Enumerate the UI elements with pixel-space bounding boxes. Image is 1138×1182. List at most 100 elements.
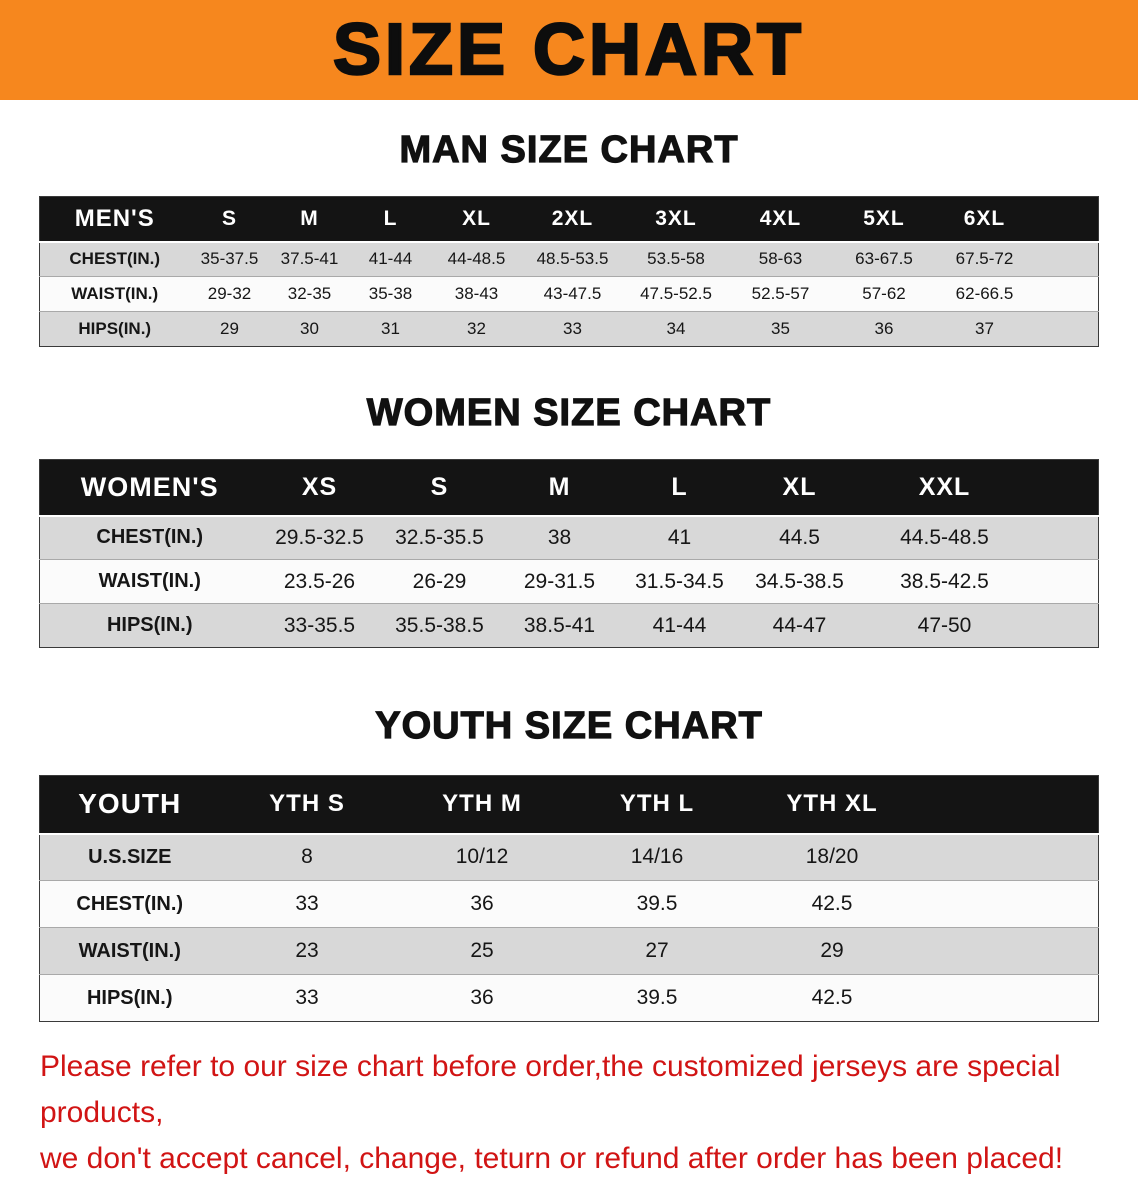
table-cell: 47-50	[917, 613, 972, 637]
table-cell: 29-31.5	[499, 559, 620, 604]
table-cell: 23	[219, 927, 395, 975]
table-cell: 33-35.5	[283, 613, 356, 637]
youth-size-table: YOUTH YTH S YTH M YTH L YTH XL U.S.SIZE …	[39, 775, 1099, 1022]
women-waist-row: WAIST(IN.) 23.5-26 26-29 29-31.5 31.5-34…	[39, 559, 1099, 604]
row-label: CHEST(IN.)	[39, 880, 220, 928]
table-cell: 35-37.5	[189, 241, 270, 277]
table-cell: 29	[220, 319, 239, 338]
men-waist-row: WAIST(IN.) 29-32 32-35 35-38 38-43 43-47…	[39, 276, 1099, 312]
table-cell: 57-62	[832, 276, 936, 312]
size-column-header: L	[349, 196, 432, 243]
spacer-cell	[1033, 196, 1099, 243]
size-column-header: XL	[739, 459, 860, 517]
table-cell: 48.5-53.5	[521, 241, 624, 277]
youth-table-title: YOUTH	[39, 775, 220, 835]
table-cell: 25	[394, 927, 570, 975]
table-cell: 29	[744, 927, 920, 975]
spacer-cell	[1033, 241, 1099, 277]
youth-waist-row: WAIST(IN.) 23 25 27 29	[39, 927, 1099, 975]
table-cell: 27	[569, 927, 745, 975]
row-label: HIPS(IN.)	[106, 614, 193, 636]
women-section-heading: WOMEN SIZE CHART	[366, 391, 772, 434]
table-cell: 36	[394, 880, 570, 928]
table-cell: 37	[975, 319, 994, 338]
women-hips-row: HIPS(IN.) 33-35.5 35.5-38.5 38.5-41 41-4…	[39, 603, 1099, 648]
table-cell: 35	[771, 319, 790, 338]
table-cell: 14/16	[569, 833, 745, 881]
table-cell: 52.5-57	[728, 276, 833, 312]
table-cell: 31.5-34.5	[619, 559, 740, 604]
table-cell: 32	[467, 319, 486, 338]
table-cell: 42.5	[744, 880, 920, 928]
size-column-header: XS	[259, 459, 380, 517]
table-cell: 39.5	[569, 880, 745, 928]
youth-size-section: YOUTH SIZE CHART YOUTH YTH S YTH M YTH L…	[0, 704, 1138, 1022]
spacer-cell	[920, 975, 1099, 1022]
disclaimer-line-1: Please refer to our size chart before or…	[40, 1050, 1061, 1129]
table-cell: 29-32	[189, 276, 270, 312]
size-column-header: YTH S	[219, 775, 395, 835]
disclaimer-line-2: we don't accept cancel, change, teturn o…	[40, 1142, 1064, 1175]
spacer-cell	[1029, 515, 1099, 560]
disclaimer: Please refer to our size chart before or…	[40, 1044, 1098, 1182]
page-title: SIZE CHART	[332, 10, 805, 90]
youth-header-row: YOUTH YTH S YTH M YTH L YTH XL	[39, 775, 1099, 835]
spacer-cell	[1034, 312, 1099, 347]
youth-hips-row: HIPS(IN.) 33 36 39.5 42.5	[39, 974, 1099, 1022]
table-cell: 36	[874, 319, 894, 338]
size-column-header: 4XL	[728, 196, 833, 243]
table-cell: 35.5-38.5	[395, 613, 484, 637]
table-cell: 8	[219, 833, 395, 881]
men-header-row: MEN'S S M L XL 2XL 3XL 4XL 5XL 6XL	[39, 196, 1099, 243]
size-column-header: M	[269, 196, 350, 243]
row-label: U.S.SIZE	[39, 833, 220, 881]
table-cell: 32.5-35.5	[379, 515, 500, 560]
row-label: CHEST(IN.)	[39, 515, 260, 560]
banner: SIZE CHART	[0, 0, 1138, 100]
youth-chest-row: CHEST(IN.) 33 36 39.5 42.5	[39, 880, 1099, 928]
row-label: WAIST(IN.)	[39, 276, 190, 312]
women-table-title: WOMEN'S	[39, 459, 260, 517]
table-cell: 38.5-42.5	[859, 559, 1030, 604]
row-label: WAIST(IN.)	[39, 927, 220, 975]
table-cell: 62-66.5	[935, 276, 1034, 312]
table-cell: 29.5-32.5	[259, 515, 380, 560]
table-cell: 53.5-58	[623, 241, 729, 277]
size-column-header: XXL	[859, 459, 1030, 517]
table-cell: 34.5-38.5	[739, 559, 860, 604]
table-cell: 63-67.5	[832, 241, 936, 277]
table-cell: 35-38	[349, 276, 432, 312]
table-cell: 10/12	[394, 833, 570, 881]
spacer-cell	[1029, 459, 1099, 517]
row-label: HIPS(IN.)	[78, 319, 152, 338]
table-cell: 34	[666, 319, 686, 338]
size-column-header: YTH L	[569, 775, 745, 835]
spacer-cell	[919, 880, 1099, 928]
table-cell: 23.5-26	[259, 559, 380, 604]
size-column-header: YTH M	[394, 775, 570, 835]
table-cell: 67.5-72	[935, 241, 1034, 277]
table-cell: 38-43	[431, 276, 522, 312]
table-cell: 41-44	[349, 241, 432, 277]
men-hips-row: HIPS(IN.) 29 30 31 32 33 34 35 36 37	[39, 311, 1099, 347]
spacer-cell	[919, 833, 1099, 881]
table-cell: 32-35	[269, 276, 350, 312]
size-column-header: L	[619, 459, 740, 517]
size-column-header: M	[499, 459, 620, 517]
men-size-table: MEN'S S M L XL 2XL 3XL 4XL 5XL 6XL CHEST…	[39, 196, 1099, 347]
size-column-header: S	[379, 459, 500, 517]
table-cell: 43-47.5	[521, 276, 624, 312]
table-cell: 38	[499, 515, 620, 560]
table-cell: 36	[470, 986, 494, 1009]
size-column-header: 6XL	[935, 196, 1034, 243]
women-chest-row: CHEST(IN.) 29.5-32.5 32.5-35.5 38 41 44.…	[39, 515, 1099, 560]
size-column-header: 2XL	[521, 196, 624, 243]
size-column-header: 3XL	[623, 196, 729, 243]
youth-ussize-row: U.S.SIZE 8 10/12 14/16 18/20	[39, 833, 1099, 881]
men-size-section: MAN SIZE CHART MEN'S S M L XL 2XL 3XL 4X…	[0, 128, 1138, 347]
table-cell: 47.5-52.5	[623, 276, 729, 312]
table-cell: 30	[300, 319, 319, 338]
youth-section-heading: YOUTH SIZE CHART	[375, 704, 763, 747]
row-label: CHEST(IN.)	[39, 241, 190, 277]
size-column-header: YTH XL	[744, 775, 920, 835]
